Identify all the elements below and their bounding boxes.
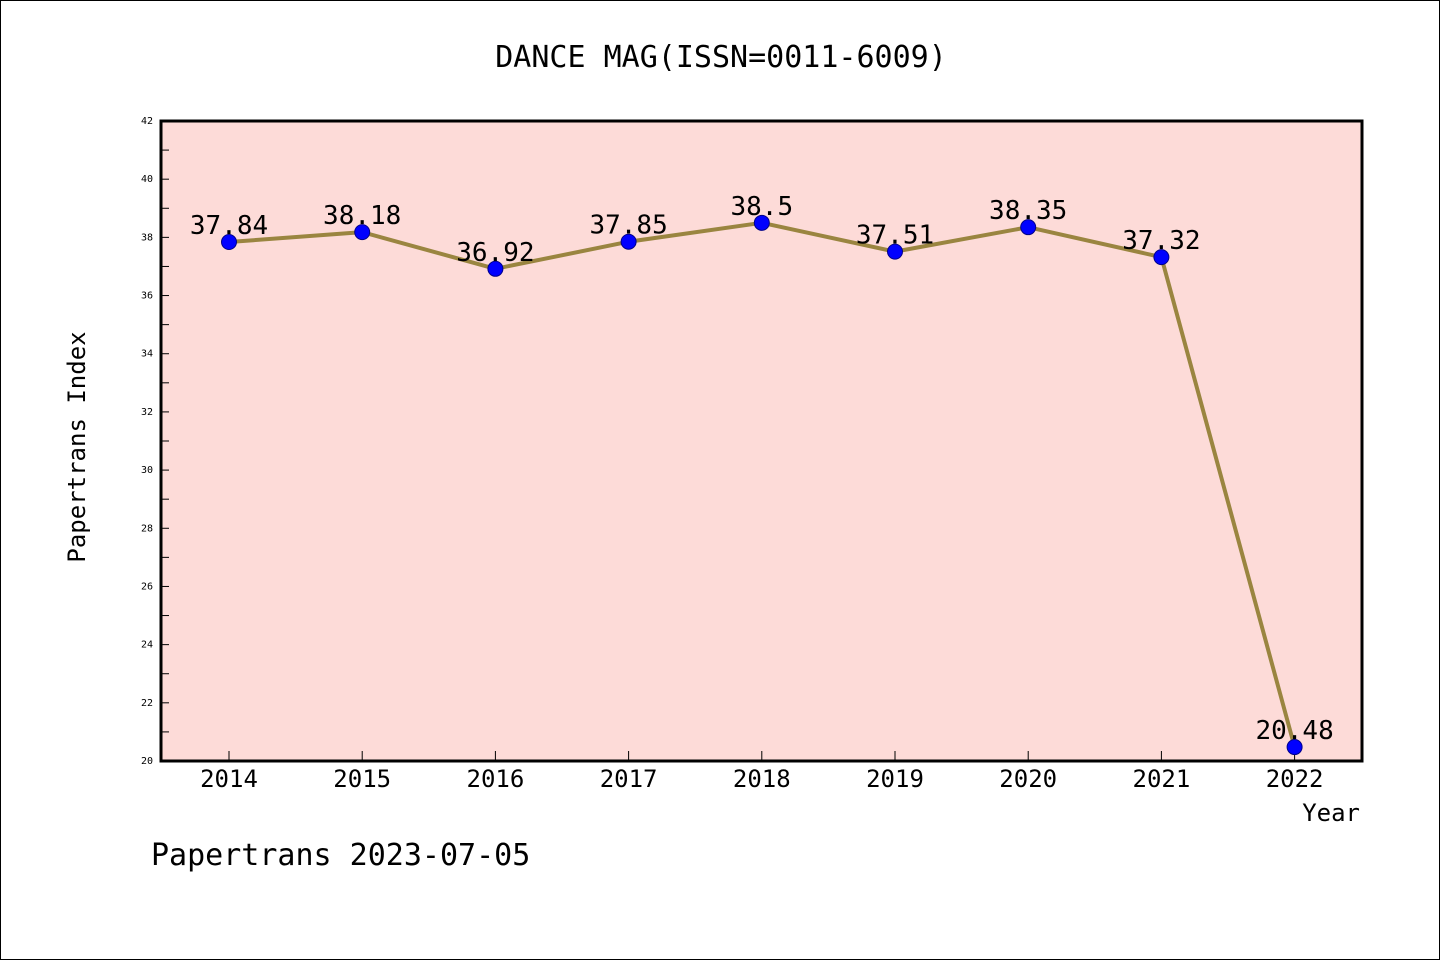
x-tick-label: 2016 (467, 765, 525, 793)
data-label: 20.48 (1255, 716, 1333, 746)
data-point (487, 260, 504, 277)
y-tick-label: 36 (141, 291, 153, 302)
footer-text: Papertrans 2023-07-05 (151, 838, 530, 873)
data-point (1020, 219, 1037, 236)
data-labels: 37.84 38.18 36.92 37.85 38.5 37.51 38.35 37.32 2… (190, 192, 1334, 746)
x-tick-label: 2019 (866, 765, 924, 793)
data-label: 37.84 (190, 211, 268, 241)
y-tick-label: 24 (141, 640, 153, 651)
y-tick-label: 32 (141, 407, 153, 418)
data-point (887, 243, 903, 260)
data-label: 37.85 (589, 211, 667, 241)
data-label: 37.32 (1122, 226, 1200, 256)
x-tick-label: 2022 (1266, 765, 1324, 793)
x-tick-label: 2021 (1133, 765, 1191, 793)
y-tick-label: 30 (141, 465, 153, 476)
data-point (354, 224, 371, 241)
data-label: 38.5 (730, 192, 793, 222)
data-label: 38.18 (323, 201, 401, 231)
y-tick-label: 40 (141, 174, 153, 185)
y-tick-label: 20 (141, 756, 153, 767)
data-point (1153, 249, 1170, 266)
y-axis-title: Papertrans Index (63, 331, 91, 562)
chart-title: DANCE MAG(ISSN=0011-6009) (495, 40, 947, 75)
y-tick-label: 28 (141, 523, 153, 534)
x-axis-title: Year (1302, 799, 1360, 827)
x-tick-label: 2017 (600, 765, 658, 793)
data-point (620, 233, 637, 250)
y-tick-label: 42 (141, 116, 153, 127)
data-point (221, 234, 237, 251)
data-label: 36.92 (456, 238, 534, 268)
y-axis: 20 22 24 26 28 30 32 34 36 38 40 42 (141, 116, 169, 767)
x-tick-label: 2020 (999, 765, 1057, 793)
x-tick-label: 2018 (733, 765, 791, 793)
data-markers (221, 214, 1303, 756)
x-tick-label: 2015 (333, 765, 391, 793)
y-tick-label: 38 (141, 232, 153, 243)
y-tick-label: 34 (141, 349, 153, 360)
data-label: 38.35 (989, 196, 1067, 226)
y-tick-label: 26 (141, 581, 153, 592)
x-axis: 2014 2015 2016 2017 2018 2019 2020 2021 2022 (200, 751, 1323, 793)
y-tick-label: 22 (141, 698, 153, 709)
data-point (753, 214, 770, 231)
x-tick-label: 2014 (200, 765, 258, 793)
data-label: 37.51 (856, 221, 934, 251)
data-point (1286, 739, 1303, 756)
